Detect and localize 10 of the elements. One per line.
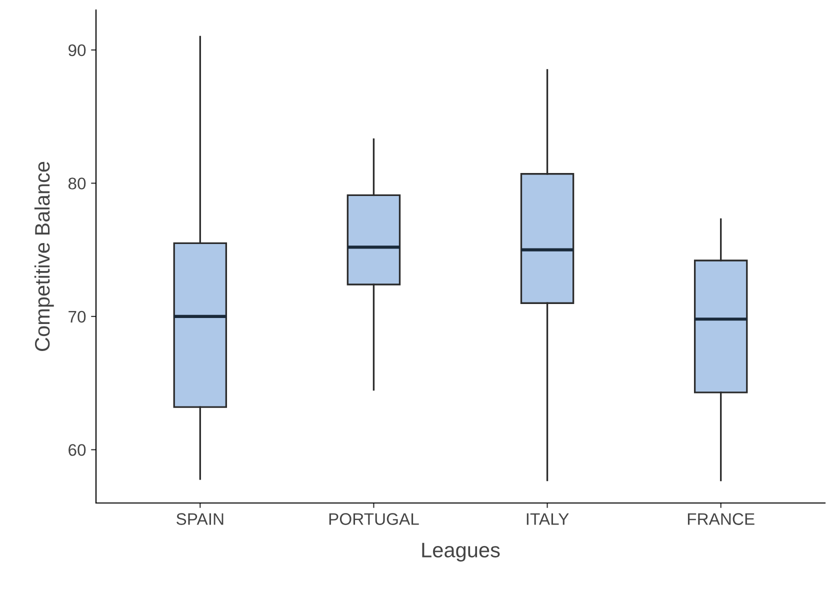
x-tick-label: SPAIN [176, 513, 224, 525]
x-tick-label: ITALY [526, 513, 569, 525]
y-tick-label: 70 [68, 310, 86, 323]
y-axis-title: Competitive Balance [34, 162, 54, 351]
y-tick-label: 60 [68, 444, 86, 456]
y-tick-label: 80 [68, 178, 86, 190]
y-tick-label: 90 [68, 44, 86, 56]
x-tick-label: FRANCE [688, 513, 754, 525]
x-tick-label: PORTUGAL [329, 513, 419, 525]
x-axis-title: Leagues [422, 542, 500, 562]
